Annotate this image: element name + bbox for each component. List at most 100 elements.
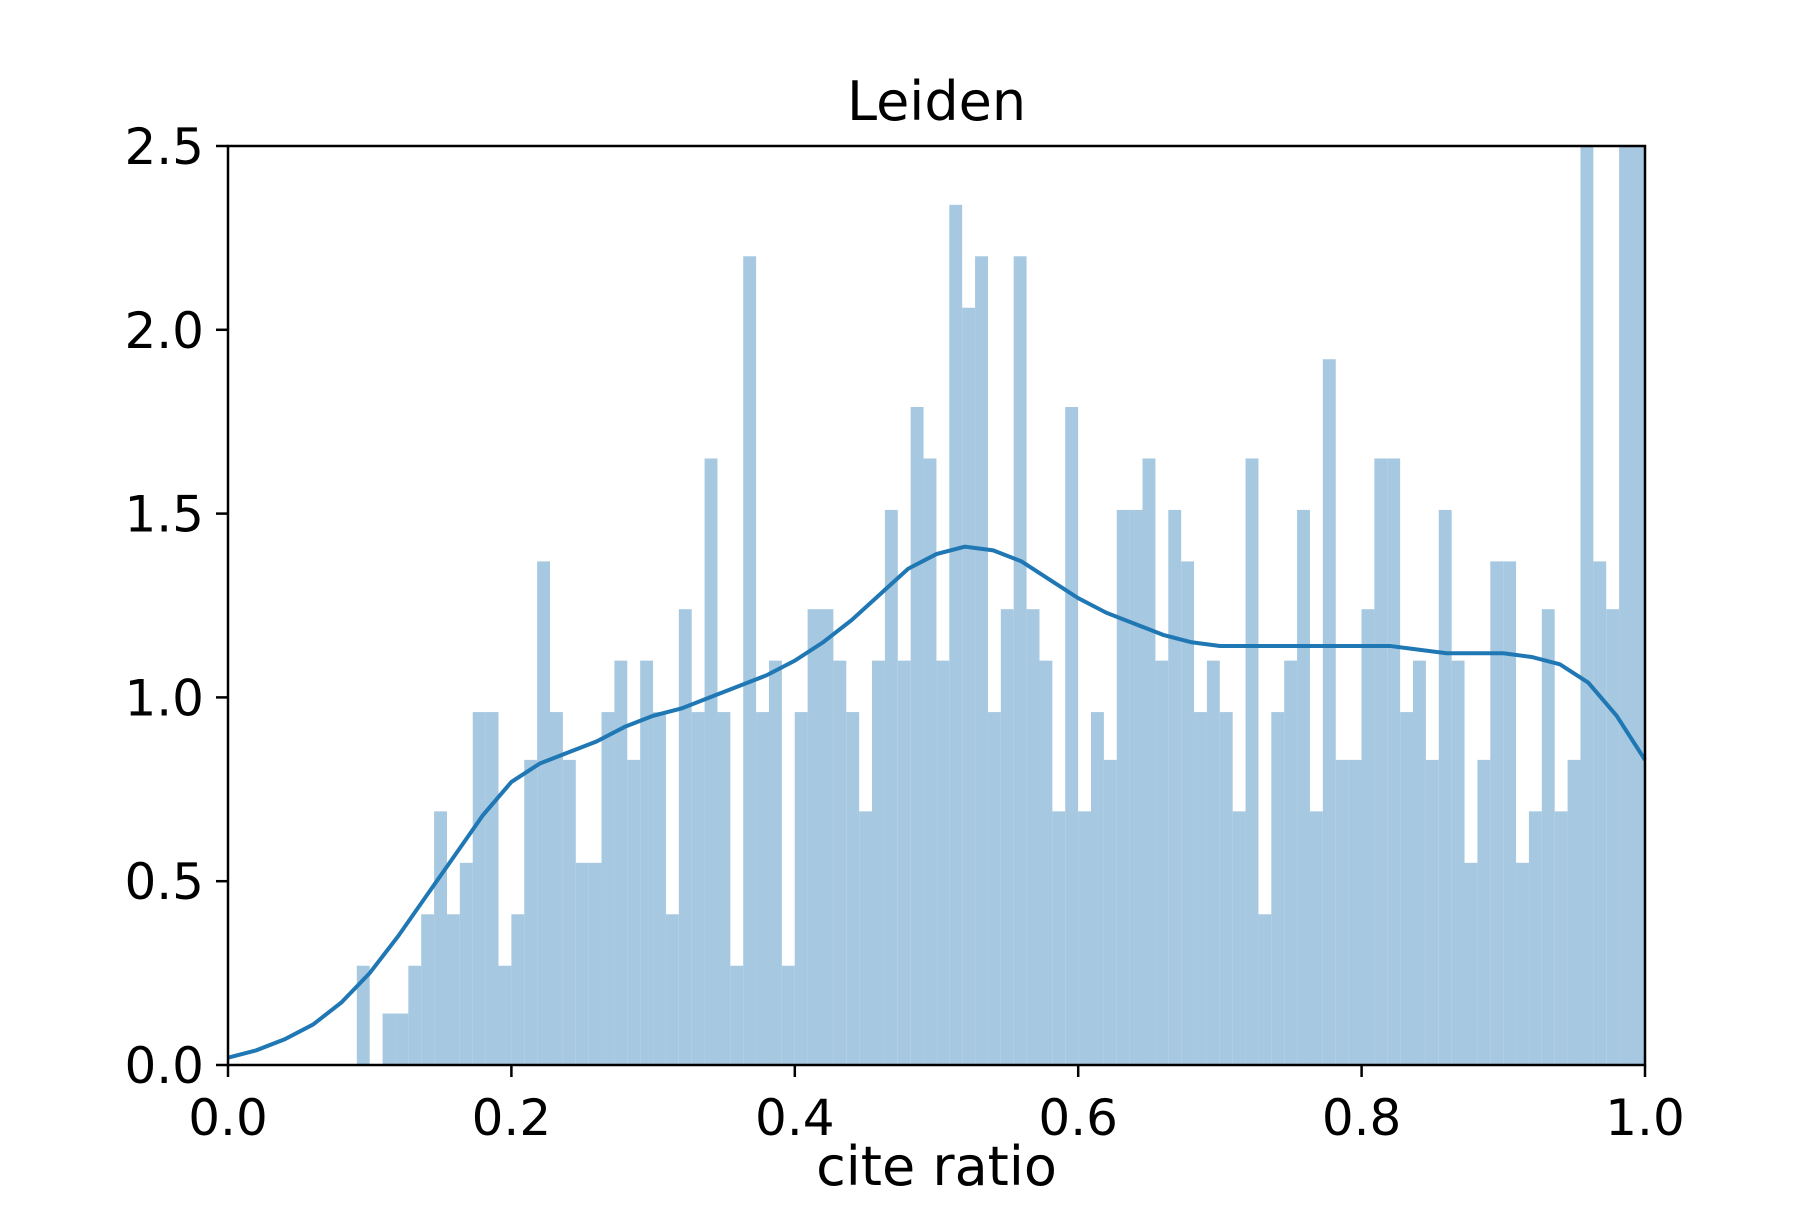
histogram-bar bbox=[614, 660, 628, 1065]
y-axis-ticks: 0.0 0.5 1.0 1.5 2.0 2.5 bbox=[124, 118, 228, 1095]
histogram-bar bbox=[421, 914, 435, 1065]
histogram-bar bbox=[1322, 359, 1336, 1066]
histogram-bar bbox=[1451, 660, 1465, 1065]
histogram-bar bbox=[1103, 759, 1117, 1065]
histogram-bar bbox=[665, 914, 679, 1065]
histogram-bar bbox=[743, 256, 757, 1065]
histogram-bar bbox=[691, 712, 705, 1065]
y-tick-label: 0.0 bbox=[124, 1037, 204, 1095]
histogram-bar bbox=[717, 712, 731, 1065]
histogram-bar bbox=[1567, 759, 1581, 1065]
histogram-bar bbox=[884, 509, 898, 1065]
histogram-bar bbox=[936, 660, 950, 1065]
histogram-bar bbox=[575, 862, 589, 1065]
histogram-bar bbox=[949, 204, 963, 1065]
histogram-bar bbox=[446, 914, 460, 1065]
histogram-bar bbox=[537, 561, 551, 1065]
histogram-bar bbox=[601, 712, 615, 1065]
chart-title: Leiden bbox=[847, 70, 1026, 133]
x-tick-label: 0.8 bbox=[1322, 1089, 1402, 1147]
histogram-bar bbox=[1554, 811, 1568, 1065]
histogram-bar bbox=[962, 307, 976, 1065]
histogram-bar bbox=[1052, 811, 1066, 1065]
histogram-bar bbox=[498, 965, 512, 1065]
histogram-bar bbox=[1387, 458, 1401, 1066]
histogram-bar bbox=[794, 712, 808, 1065]
histogram-bar bbox=[1284, 660, 1298, 1065]
histogram-bar bbox=[472, 712, 486, 1065]
histogram-bar bbox=[1593, 561, 1607, 1065]
y-tick-label: 1.5 bbox=[124, 486, 204, 544]
histogram-bar bbox=[975, 256, 988, 1065]
histogram-bar bbox=[1039, 660, 1053, 1065]
histogram-bar bbox=[1206, 660, 1220, 1065]
histogram-bar bbox=[485, 712, 499, 1065]
histogram-bar bbox=[1541, 609, 1555, 1065]
histogram-bar bbox=[1091, 712, 1104, 1065]
histogram-bar bbox=[1477, 759, 1491, 1065]
histogram-bar bbox=[1528, 811, 1542, 1065]
histogram-bar bbox=[1258, 914, 1272, 1065]
histogram-bar bbox=[408, 965, 422, 1065]
histogram-bar bbox=[1464, 862, 1478, 1065]
histogram-bar bbox=[1129, 509, 1143, 1065]
x-tick-label: 0.4 bbox=[755, 1089, 835, 1147]
histogram-bar bbox=[704, 458, 718, 1066]
y-tick-label: 2.0 bbox=[124, 302, 204, 360]
histogram-bar bbox=[459, 862, 473, 1065]
histogram-bar bbox=[807, 609, 821, 1065]
kde-line bbox=[227, 544, 1647, 1060]
histogram-bar bbox=[1116, 509, 1130, 1065]
histogram-bar bbox=[1619, 146, 1632, 1065]
histogram-bar bbox=[640, 660, 654, 1065]
histogram-bar bbox=[1219, 712, 1233, 1065]
histogram-bar bbox=[1490, 561, 1504, 1065]
histogram-bar bbox=[550, 712, 563, 1065]
histogram-bar bbox=[859, 811, 873, 1065]
histogram-bar bbox=[768, 660, 782, 1065]
histogram-bar bbox=[1142, 458, 1156, 1066]
histogram-bars bbox=[356, 146, 1645, 1066]
y-tick-label: 2.5 bbox=[124, 118, 204, 176]
histogram-bar bbox=[910, 407, 924, 1065]
histogram-bar bbox=[1606, 609, 1620, 1065]
histogram-bar bbox=[562, 759, 576, 1065]
histogram-bar bbox=[1078, 811, 1091, 1065]
histogram-bar bbox=[1168, 509, 1182, 1065]
histogram-bar bbox=[1348, 759, 1362, 1065]
histogram-bar bbox=[1309, 811, 1323, 1065]
histogram-bar bbox=[627, 759, 641, 1065]
histogram-bar bbox=[846, 712, 860, 1065]
y-tick-label: 1.0 bbox=[124, 669, 204, 727]
y-tick-label: 0.5 bbox=[124, 853, 204, 911]
histogram-bar bbox=[1065, 407, 1079, 1065]
histogram-bar bbox=[434, 811, 447, 1065]
histogram-bar bbox=[1194, 712, 1207, 1065]
plot-frame bbox=[226, 144, 1647, 1067]
histogram-bar bbox=[781, 965, 795, 1065]
histogram-bar bbox=[1413, 660, 1426, 1065]
x-tick-label: 0.2 bbox=[472, 1089, 552, 1147]
histogram-bar bbox=[820, 609, 834, 1065]
histogram-bar bbox=[1335, 759, 1349, 1065]
x-tick-label: 1.0 bbox=[1605, 1089, 1685, 1147]
histogram-bar bbox=[923, 458, 937, 1066]
histogram-bar bbox=[1503, 561, 1517, 1065]
histogram-bar bbox=[1181, 561, 1195, 1065]
histogram-bar bbox=[1438, 509, 1452, 1065]
histogram-bar bbox=[1026, 609, 1040, 1065]
histogram-bar bbox=[1271, 712, 1285, 1065]
histogram-bar bbox=[524, 759, 538, 1065]
x-tick-label: 0.0 bbox=[188, 1089, 268, 1147]
x-axis-label: cite ratio bbox=[816, 1135, 1057, 1198]
histogram-bar bbox=[511, 914, 525, 1065]
histogram-bar bbox=[1000, 609, 1014, 1065]
histogram-bar bbox=[588, 862, 602, 1065]
histogram-bar bbox=[1425, 759, 1439, 1065]
histogram-bar bbox=[653, 712, 666, 1065]
histogram-bar bbox=[1516, 862, 1529, 1065]
histogram-bar bbox=[872, 660, 885, 1065]
histogram-bar bbox=[356, 965, 370, 1065]
